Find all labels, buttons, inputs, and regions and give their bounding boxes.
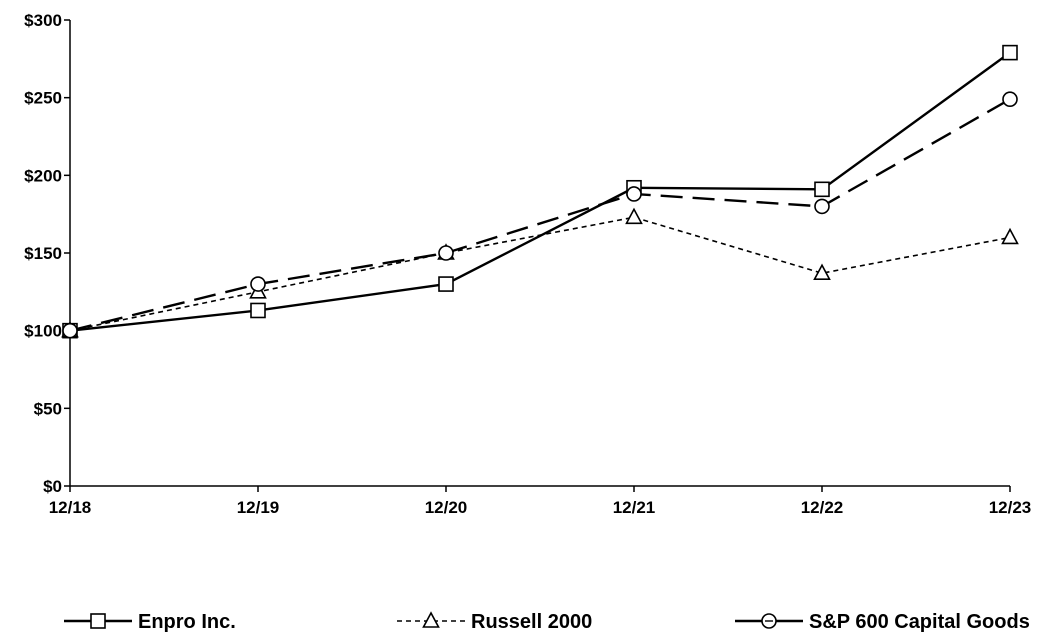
data-point-square bbox=[814, 181, 830, 198]
data-point-square bbox=[438, 276, 454, 292]
data-point-triangle bbox=[625, 207, 643, 225]
data-point-square bbox=[1002, 44, 1018, 61]
y-tick-label: $150 bbox=[24, 244, 62, 263]
y-tick-label: $200 bbox=[24, 166, 62, 185]
chart-axes bbox=[69, 20, 1010, 487]
data-point-circle bbox=[626, 186, 642, 202]
y-tick-label: $250 bbox=[24, 89, 62, 108]
legend-item: S&P 600 Capital Goods bbox=[735, 611, 1030, 633]
data-point-circle bbox=[814, 198, 830, 215]
x-tick-label: 12/22 bbox=[801, 498, 844, 517]
data-point-circle bbox=[62, 322, 78, 339]
y-tick-label: $0 bbox=[43, 477, 62, 496]
legend-item: Russell 2000 bbox=[397, 611, 592, 633]
y-tick-label: $100 bbox=[24, 322, 62, 341]
series-line bbox=[69, 98, 1011, 332]
legend: Enpro Inc. Russell 2000 S&P 600 Capital Go… bbox=[64, 611, 1030, 633]
x-tick-label: 12/19 bbox=[237, 498, 280, 517]
series-2 bbox=[62, 91, 1018, 339]
data-point-circle bbox=[438, 245, 454, 261]
y-tick-label: $50 bbox=[34, 399, 62, 418]
legend-label: S&P 600 Capital Goods bbox=[809, 611, 1030, 633]
data-point-triangle bbox=[813, 263, 831, 280]
legend-label: Russell 2000 bbox=[471, 611, 592, 633]
y-tick-label: $300 bbox=[24, 11, 62, 30]
series-layer bbox=[61, 44, 1019, 339]
legend-marker-square bbox=[90, 613, 106, 629]
data-point-square bbox=[250, 302, 266, 319]
series-line bbox=[69, 216, 1011, 332]
x-tick-label: 12/18 bbox=[49, 498, 92, 517]
series-line bbox=[69, 51, 1011, 332]
legend-label: Enpro Inc. bbox=[138, 611, 236, 633]
legend-marker-triangle bbox=[422, 611, 440, 628]
x-tick-label: 12/23 bbox=[989, 498, 1032, 517]
legend-item: Enpro Inc. bbox=[64, 611, 236, 633]
y-axis-ticks: $0 $50 $100 $150 $200 $250 $300 bbox=[24, 11, 70, 496]
data-point-circle bbox=[1002, 91, 1018, 108]
series-0 bbox=[62, 44, 1018, 339]
x-tick-label: 12/20 bbox=[425, 498, 468, 517]
x-tick-label: 12/21 bbox=[613, 498, 656, 517]
x-axis-ticks: 12/18 12/19 12/20 12/21 12/22 12/23 bbox=[49, 486, 1032, 517]
data-point-triangle bbox=[1001, 227, 1019, 245]
series-1 bbox=[61, 207, 1019, 338]
data-point-circle bbox=[250, 276, 266, 292]
